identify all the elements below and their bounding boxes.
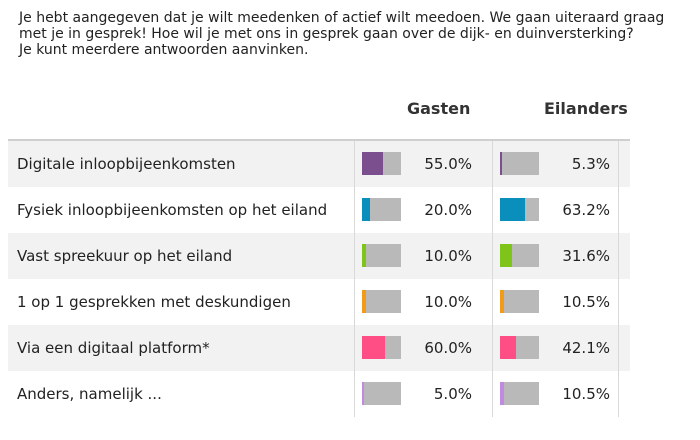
question-line-2: met je in gesprek! Hoe wil je met ons in…	[19, 26, 634, 42]
row-label: Fysiek inloopbijeenkomsten op het eiland	[17, 201, 328, 219]
eilanders-percentage: 10.5%	[562, 293, 610, 311]
eilanders-bar-fill	[500, 382, 504, 405]
column-divider	[618, 233, 619, 279]
gasten-bar-fill	[362, 290, 366, 313]
gasten-bar-track	[362, 198, 401, 221]
column-divider	[618, 187, 619, 233]
gasten-bar-fill	[362, 244, 366, 267]
table-row: Fysiek inloopbijeenkomsten op het eiland…	[8, 187, 630, 233]
question-line-3: Je kunt meerdere antwoorden aanvinken.	[19, 42, 309, 58]
gasten-bar-track	[362, 336, 401, 359]
gasten-percentage: 10.0%	[424, 293, 472, 311]
column-divider	[354, 233, 355, 279]
gasten-bar-fill	[362, 336, 385, 359]
table-row: Anders, namelijk ... 5.0% 10.5%	[8, 371, 630, 417]
eilanders-bar-fill	[500, 290, 504, 313]
eilanders-bar-fill	[500, 336, 516, 359]
gasten-percentage: 5.0%	[433, 385, 472, 403]
column-divider	[492, 233, 493, 279]
column-divider	[618, 279, 619, 325]
table-row: Vast spreekuur op het eiland 10.0% 31.6%	[8, 233, 630, 279]
gasten-bar-fill	[362, 382, 364, 405]
column-divider	[492, 279, 493, 325]
table-row: Via een digitaal platform* 60.0% 42.1%	[8, 325, 630, 371]
column-header-eilanders: Eilanders	[544, 99, 628, 118]
gasten-bar-track	[362, 152, 401, 175]
results-table: Digitale inloopbijeenkomsten 55.0% 5.3% Fys…	[8, 141, 630, 417]
eilanders-bar-track	[500, 382, 539, 405]
header-divider	[8, 139, 630, 141]
gasten-bar-fill	[362, 152, 383, 175]
column-divider	[354, 279, 355, 325]
column-divider	[618, 325, 619, 371]
gasten-percentage: 10.0%	[424, 247, 472, 265]
column-divider	[492, 187, 493, 233]
column-divider	[354, 187, 355, 233]
gasten-percentage: 55.0%	[424, 155, 472, 173]
row-label: Digitale inloopbijeenkomsten	[17, 155, 236, 173]
column-divider	[492, 325, 493, 371]
column-divider	[354, 325, 355, 371]
row-label: Anders, namelijk ...	[17, 385, 162, 403]
row-label: Vast spreekuur op het eiland	[17, 247, 233, 265]
gasten-bar-track	[362, 244, 401, 267]
column-header-gasten: Gasten	[407, 99, 471, 118]
eilanders-bar-fill	[500, 152, 502, 175]
gasten-bar-track	[362, 290, 401, 313]
eilanders-percentage: 42.1%	[562, 339, 610, 357]
gasten-bar-fill	[362, 198, 370, 221]
column-divider	[354, 141, 355, 187]
eilanders-percentage: 63.2%	[562, 201, 610, 219]
eilanders-bar-fill	[500, 198, 525, 221]
eilanders-bar-track	[500, 244, 539, 267]
eilanders-percentage: 31.6%	[562, 247, 610, 265]
eilanders-percentage: 10.5%	[562, 385, 610, 403]
eilanders-bar-track	[500, 336, 539, 359]
eilanders-bar-fill	[500, 244, 512, 267]
table-row: 1 op 1 gesprekken met deskundigen 10.0% 10…	[8, 279, 630, 325]
column-divider	[492, 371, 493, 417]
row-label: Via een digitaal platform*	[17, 339, 210, 357]
column-divider	[618, 141, 619, 187]
column-divider	[354, 371, 355, 417]
eilanders-percentage: 5.3%	[571, 155, 610, 173]
gasten-percentage: 20.0%	[424, 201, 472, 219]
eilanders-bar-track	[500, 198, 539, 221]
column-divider	[618, 371, 619, 417]
eilanders-bar-track	[500, 290, 539, 313]
table-row: Digitale inloopbijeenkomsten 55.0% 5.3%	[8, 141, 630, 187]
row-label: 1 op 1 gesprekken met deskundigen	[17, 293, 291, 311]
eilanders-bar-track	[500, 152, 539, 175]
question-line-1: Je hebt aangegeven dat je wilt meedenken…	[19, 10, 665, 26]
gasten-bar-track	[362, 382, 401, 405]
question-text: Je hebt aangegeven dat je wilt meedenken…	[19, 10, 689, 58]
gasten-percentage: 60.0%	[424, 339, 472, 357]
column-divider	[492, 141, 493, 187]
